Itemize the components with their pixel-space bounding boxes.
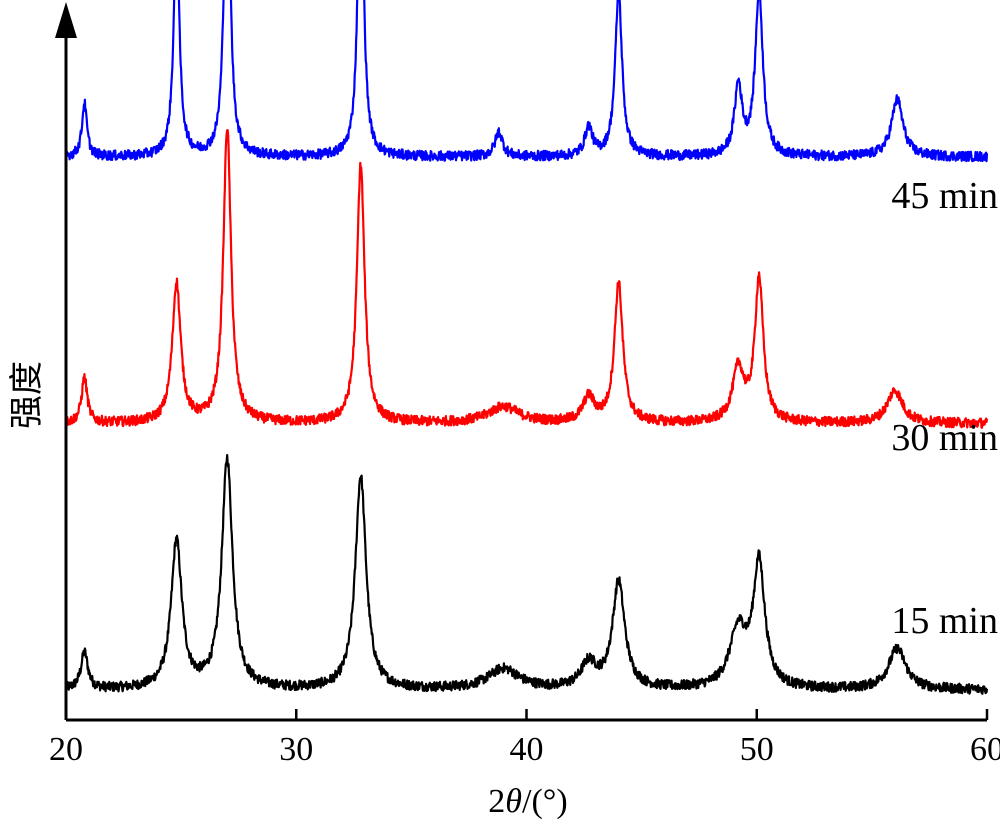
- series-line-45-min: [64, 0, 989, 163]
- x-axis-title: 2θ/(°): [488, 783, 567, 820]
- series-line-15-min: [64, 454, 989, 695]
- y-axis-title: 强度: [7, 361, 47, 429]
- x-ticks: 20 30 40 50 60: [49, 709, 1000, 768]
- series-label: 30 min: [891, 417, 998, 459]
- x-tick-label: 50: [740, 731, 774, 768]
- x-tick-label: 30: [279, 731, 313, 768]
- series-labels: 15 min 30 min 45 min: [891, 175, 998, 642]
- series-line-30-min: [65, 128, 989, 429]
- series-label: 15 min: [891, 600, 998, 642]
- series-traces: [64, 0, 989, 695]
- x-tick-label: 40: [510, 731, 544, 768]
- x-tick-label: 60: [970, 731, 1000, 768]
- series-label: 45 min: [891, 175, 998, 217]
- axes: [55, 2, 987, 722]
- x-tick-label: 20: [49, 731, 83, 768]
- y-axis-arrowhead: [55, 2, 77, 38]
